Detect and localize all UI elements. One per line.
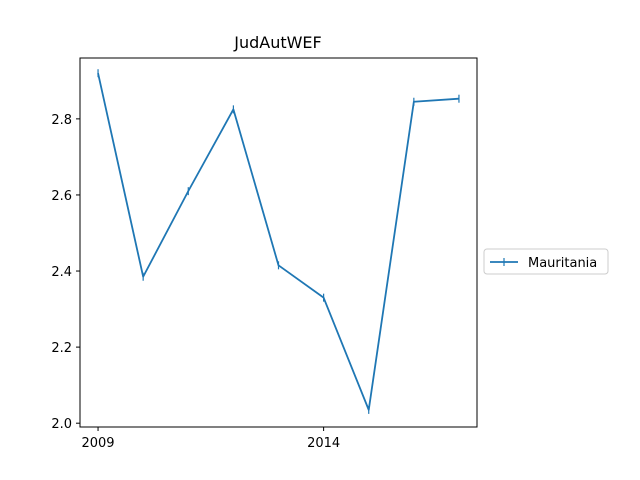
y-axis: 2.0 2.2 2.4 2.6 2.8 — [51, 113, 80, 432]
y-tick-label: 2.2 — [51, 341, 72, 356]
legend: Mauritania — [483, 248, 609, 275]
series-layer — [97, 69, 460, 414]
chart-title: JudAutWEF — [233, 33, 322, 52]
x-tick-label: 2014 — [307, 436, 340, 451]
plot-area — [79, 57, 478, 428]
x-tick-label: 2009 — [81, 436, 114, 451]
legend-box — [483, 248, 609, 275]
y-tick-label: 2.8 — [51, 113, 72, 128]
legend-label: Mauritania — [528, 256, 597, 271]
y-tick-label: 2.0 — [51, 417, 72, 432]
series-line — [97, 73, 460, 411]
y-tick-label: 2.4 — [51, 265, 72, 280]
y-tick-label: 2.6 — [51, 189, 72, 204]
x-axis: 2009 2014 — [81, 427, 340, 451]
plot-frame — [79, 57, 478, 428]
